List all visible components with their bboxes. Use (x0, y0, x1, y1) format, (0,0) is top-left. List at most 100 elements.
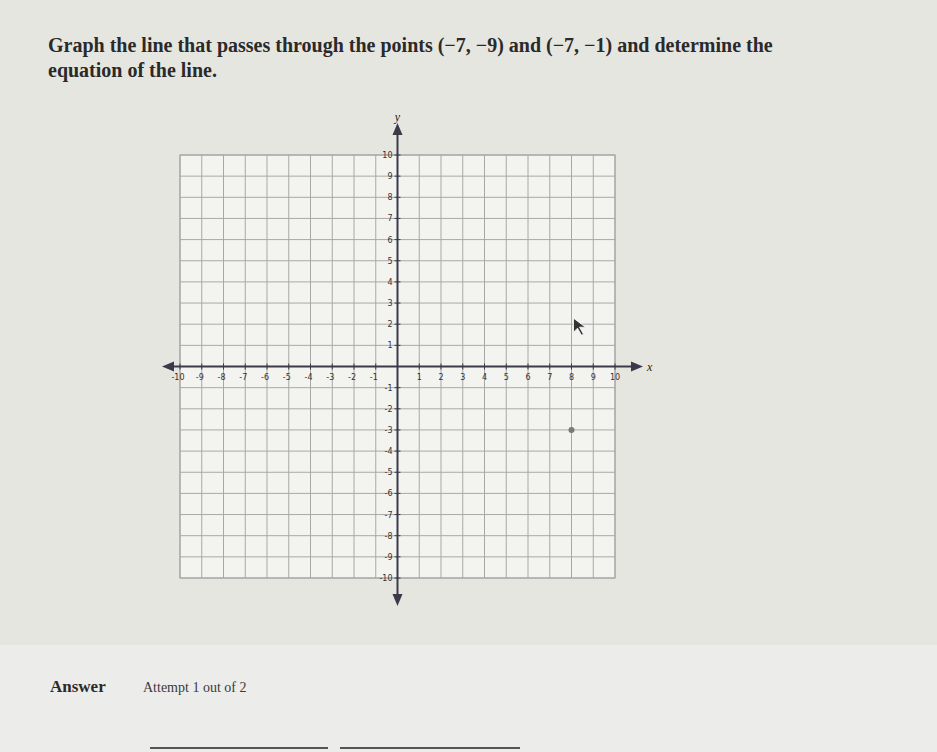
points (569, 427, 575, 433)
x-tick-label: 7 (547, 373, 552, 382)
grid-line-y (180, 324, 615, 325)
x-tick (593, 364, 594, 370)
y-tick-label: 1 (387, 341, 392, 350)
y-tick-label: 8 (387, 193, 392, 202)
grid-line-y (180, 281, 615, 282)
x-tick (419, 364, 420, 370)
x-tick-label: 1 (417, 373, 422, 382)
y-tick (395, 260, 401, 261)
answer-label: Answer (50, 677, 106, 696)
y-tick (395, 556, 401, 557)
question-text: equation of the line. (48, 59, 217, 82)
grid-line-y (180, 451, 615, 452)
x-tick (484, 364, 485, 370)
y-tick-label: 7 (387, 214, 392, 223)
grid-line-y (180, 239, 615, 240)
y-tick-label: 5 (387, 257, 392, 266)
y-tick (395, 514, 401, 515)
x-tick (223, 364, 224, 370)
y-tick (395, 281, 401, 282)
x-tick-label: 8 (569, 373, 574, 382)
y-tick (395, 303, 401, 304)
x-tick (571, 364, 572, 370)
x-tick-label: -9 (196, 373, 204, 382)
y-tick-label: -10 (379, 574, 392, 583)
x-tick-label: 6 (525, 373, 530, 382)
y-tick-label: -6 (385, 489, 393, 498)
background (0, 0, 937, 752)
grid-line-y (180, 535, 615, 536)
y-tick-label: 4 (387, 278, 392, 287)
x-tick-label: -2 (348, 373, 356, 382)
y-tick (395, 239, 401, 240)
point (569, 427, 575, 433)
x-tick (332, 364, 333, 370)
y-tick (395, 472, 401, 473)
mouse-cursor (574, 318, 586, 335)
grid-line-y (180, 578, 615, 579)
x-tick (201, 364, 202, 370)
x-tick (462, 364, 463, 370)
x-tick-label: -1 (370, 373, 378, 382)
grid-line-y (180, 303, 615, 304)
y-tick (395, 493, 401, 494)
y-tick-label: 9 (387, 172, 392, 181)
x-tick-label: -6 (261, 373, 269, 382)
answer-panel (0, 645, 937, 752)
x-tick-label: 3 (460, 373, 465, 382)
grid-line-y (180, 387, 615, 388)
y-tick-label: -2 (385, 405, 393, 414)
y-tick (395, 218, 401, 219)
y-tick-label: 2 (387, 320, 392, 329)
x-tick (506, 364, 507, 370)
x-tick-label: -3 (326, 373, 334, 382)
x-tick (267, 364, 268, 370)
y-tick (395, 324, 401, 325)
grid-line-y (180, 197, 615, 198)
y-tick-label: -4 (385, 447, 393, 456)
x-tick (245, 364, 246, 370)
x-tick-label: 10 (610, 373, 620, 382)
y-tick-label: -9 (385, 553, 393, 562)
x-tick-label: 5 (504, 373, 509, 382)
grid-line-y (180, 155, 615, 156)
y-tick (395, 176, 401, 177)
grid-line-y (180, 556, 615, 557)
y-axis (397, 130, 399, 598)
y-tick (395, 451, 401, 452)
x-tick (375, 364, 376, 370)
x-tick-label: 2 (438, 373, 443, 382)
x-tick-label: -4 (305, 373, 313, 382)
grid-line-y (180, 514, 615, 515)
y-tick-label: 3 (387, 299, 392, 308)
grid-line-y (180, 345, 615, 346)
x-tick (354, 364, 355, 370)
x-tick-label: -10 (171, 373, 184, 382)
grid-line-y (180, 260, 615, 261)
y-tick (395, 429, 401, 430)
x-tick-label: -5 (283, 373, 291, 382)
x-tick-label: -8 (218, 373, 226, 382)
x-tick (288, 364, 289, 370)
y-tick (395, 408, 401, 409)
input-edge (340, 747, 520, 749)
y-tick-label: 6 (387, 236, 392, 245)
y-tick (395, 155, 401, 156)
grid-line-y (180, 218, 615, 219)
x-tick (441, 364, 442, 370)
x-axis-label: x (646, 360, 653, 374)
x-tick (615, 364, 616, 370)
x-tick-label: 4 (482, 373, 487, 382)
grid-line-y (180, 429, 615, 430)
y-tick (395, 578, 401, 579)
y-tick (395, 387, 401, 388)
y-tick-label: -5 (385, 468, 393, 477)
y-tick-label: -3 (385, 426, 393, 435)
y-tick-label: 10 (382, 151, 392, 160)
grid-line-y (180, 408, 615, 409)
grid-line-y (180, 493, 615, 494)
x-tick-label: -7 (239, 373, 247, 382)
y-axis-label: y (394, 110, 401, 124)
y-tick (395, 197, 401, 198)
grid-line-y (180, 472, 615, 473)
